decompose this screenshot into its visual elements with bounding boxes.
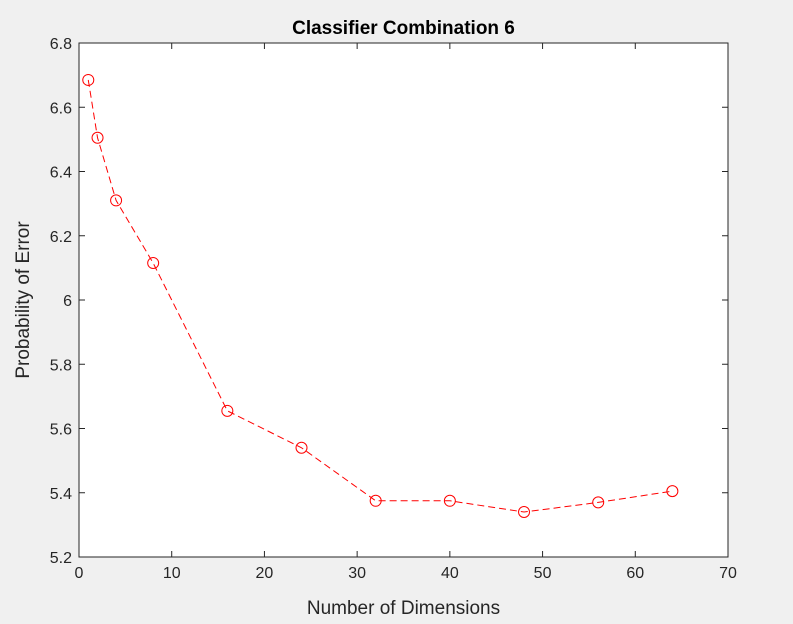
y-tick-label: 5.6 bbox=[50, 422, 72, 439]
series-line bbox=[87, 79, 673, 513]
data-point bbox=[221, 404, 234, 417]
data-point bbox=[518, 506, 531, 519]
data-point bbox=[295, 441, 308, 454]
data-point bbox=[82, 73, 95, 86]
y-tick-label: 6.8 bbox=[50, 36, 72, 53]
x-tick-label: 0 bbox=[75, 565, 84, 582]
x-tick-label: 50 bbox=[534, 565, 552, 582]
series-layer bbox=[82, 73, 679, 519]
tick-labels: 0 10 20 30 40 50 60 70 5.2 5.4 5.6 5.8 6 6.2 6.4 6.6 6.8 bbox=[50, 36, 737, 582]
y-axis-label: Probability of Error bbox=[13, 221, 34, 379]
y-tick-label: 6.4 bbox=[50, 165, 72, 182]
y-tick-label: 6.2 bbox=[50, 229, 72, 246]
y-tick-label: 5.4 bbox=[50, 486, 72, 503]
x-tick-label: 30 bbox=[348, 565, 366, 582]
plot-frame bbox=[78, 42, 729, 558]
chart-title: Classifier Combination 6 bbox=[292, 18, 515, 39]
data-point bbox=[592, 496, 605, 509]
data-point bbox=[147, 257, 160, 270]
data-point bbox=[369, 494, 382, 507]
x-tick-label: 40 bbox=[441, 565, 459, 582]
x-tick-label: 70 bbox=[719, 565, 737, 582]
data-point bbox=[91, 131, 104, 144]
y-tick-label: 6 bbox=[63, 293, 72, 310]
y-tick-label: 5.8 bbox=[50, 357, 72, 374]
x-tick-label: 20 bbox=[256, 565, 274, 582]
y-tick-label: 5.2 bbox=[50, 550, 72, 567]
data-point bbox=[666, 485, 679, 498]
plot-area bbox=[79, 43, 728, 557]
data-point bbox=[443, 494, 456, 507]
data-point bbox=[110, 194, 123, 207]
y-tick-label: 6.6 bbox=[50, 100, 72, 117]
x-tick-label: 60 bbox=[626, 565, 644, 582]
x-axis-label: Number of Dimensions bbox=[307, 598, 500, 619]
x-tick-label: 10 bbox=[163, 565, 181, 582]
